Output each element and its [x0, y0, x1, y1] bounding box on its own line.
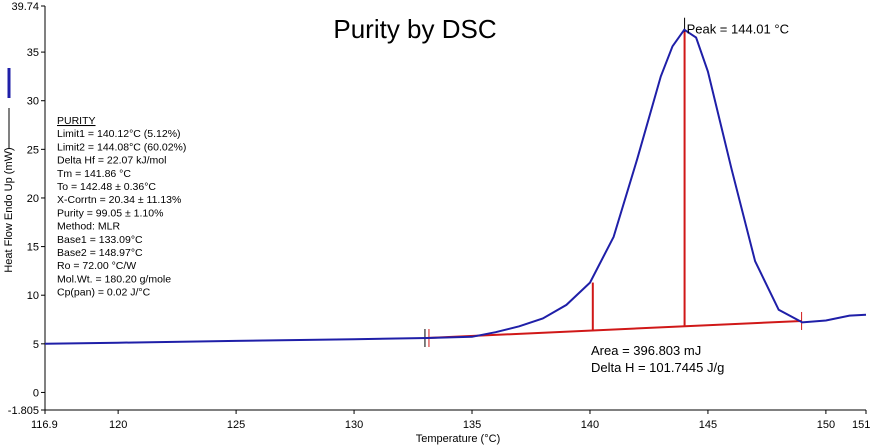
y-tick-label: 15	[27, 242, 39, 254]
peak-label: Peak = 144.01 °C	[687, 22, 789, 37]
x-tick-label: 151.7	[852, 419, 871, 431]
y-tick-label: -1.805	[8, 405, 39, 417]
info-box-line: Base2 = 148.97°C	[57, 247, 143, 259]
info-box-line: Base1 = 133.09°C	[57, 234, 143, 246]
x-tick-label: 135	[463, 419, 481, 431]
y-axis-label: Heat Flow Endo Up (mW)	[3, 147, 15, 272]
y-tick-label: 10	[27, 290, 39, 302]
info-box-line: Limit1 = 140.12°C (5.12%)	[57, 128, 181, 140]
info-box-line: Method: MLR	[57, 221, 120, 233]
x-tick-label: 120	[109, 419, 127, 431]
y-tick-label: 30	[27, 96, 39, 108]
baseline-line	[426, 320, 802, 339]
delta-h-label: Delta H = 101.7445 J/g	[591, 360, 724, 375]
x-tick-label: 140	[581, 419, 599, 431]
x-tick-label: 150	[817, 419, 835, 431]
x-tick-label: 145	[699, 419, 717, 431]
info-box-line: X-Corrtn = 20.34 ± 11.13%	[57, 194, 181, 206]
y-tick-label: 20	[27, 193, 39, 205]
area-label: Area = 396.803 mJ	[591, 343, 701, 358]
y-tick-label: 35	[27, 47, 39, 59]
info-box-line: Tm = 141.86 °C	[57, 168, 131, 180]
x-tick-label: 125	[227, 419, 245, 431]
info-box-heading: PURITY	[57, 115, 96, 127]
info-box-line: Mol.Wt. = 180.20 g/mole	[57, 273, 171, 285]
info-box-line: Ro = 72.00 °C/W	[57, 260, 136, 272]
info-box-line: Limit2 = 144.08°C (60.02%)	[57, 141, 186, 153]
info-box-line: Cp(pan) = 0.02 J/°C	[57, 287, 151, 299]
y-axis-ticks: 39.74 35 30 25 20 15 10 5 0 -1.805	[8, 1, 45, 417]
chart-title: Purity by DSC	[333, 14, 496, 44]
info-box-line: To = 142.48 ± 0.36°C	[57, 181, 156, 193]
y-tick-label: 39.74	[11, 1, 39, 13]
x-axis-ticks: 116.9 120 125 130 135 140 145 150 151.7	[31, 410, 871, 431]
y-tick-label: 0	[33, 387, 39, 399]
x-axis-label: Temperature (°C)	[416, 433, 500, 445]
info-box-line: Delta Hf = 22.07 kJ/mol	[57, 155, 166, 167]
x-tick-label: 116.9	[31, 419, 58, 431]
heat-flow-series-line	[44, 28, 867, 345]
y-tick-label: 25	[27, 144, 39, 156]
info-box-line: Purity = 99.05 ± 1.10%	[57, 207, 163, 219]
x-tick-label: 130	[345, 419, 363, 431]
y-tick-label: 5	[33, 339, 39, 351]
